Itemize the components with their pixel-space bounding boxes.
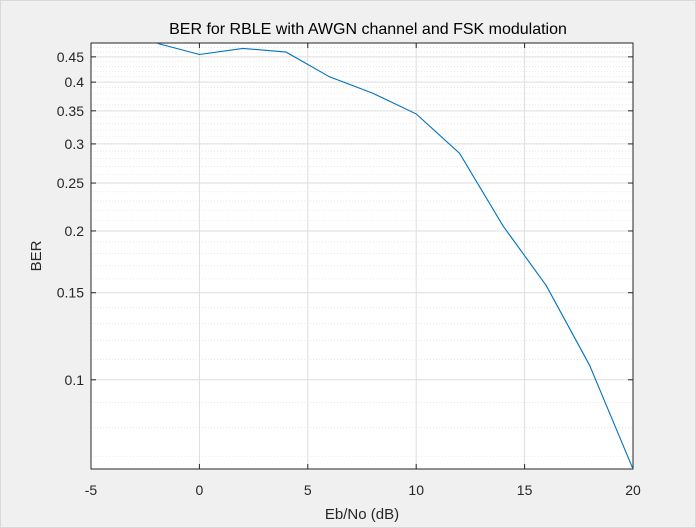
y-axis-label: BER bbox=[28, 240, 45, 271]
chart-title: BER for RBLE with AWGN channel and FSK m… bbox=[169, 21, 567, 38]
y-tick-label: 0.1 bbox=[65, 372, 85, 388]
grid-lines bbox=[90, 42, 634, 469]
x-tick-label: 10 bbox=[408, 482, 424, 498]
x-tick-label: 20 bbox=[625, 482, 641, 498]
y-tick-label: 0.2 bbox=[65, 223, 85, 239]
y-tick-label: 0.25 bbox=[57, 175, 84, 191]
x-tick-label: 5 bbox=[304, 482, 312, 498]
y-tick-label: 0.35 bbox=[57, 103, 84, 119]
y-tick-label: 0.3 bbox=[65, 136, 85, 152]
plot-background bbox=[91, 43, 633, 469]
series-line-0 bbox=[155, 43, 633, 469]
y-tick-label: 0.4 bbox=[65, 74, 85, 90]
x-axis-label: Eb/No (dB) bbox=[325, 506, 399, 523]
data-series bbox=[155, 43, 633, 469]
y-tick-label: 0.45 bbox=[57, 49, 84, 65]
y-tick-label: 0.15 bbox=[57, 285, 84, 301]
x-tick-label: 0 bbox=[196, 482, 204, 498]
x-tick-label: 15 bbox=[517, 482, 533, 498]
plot-area bbox=[90, 42, 634, 470]
x-tick-label: -5 bbox=[85, 482, 98, 498]
axis-ticks: -5 0 5 10 15 20 0.1 0.15 0.2 0.25 0.3 0.35 0.4 0.45 bbox=[57, 43, 641, 498]
